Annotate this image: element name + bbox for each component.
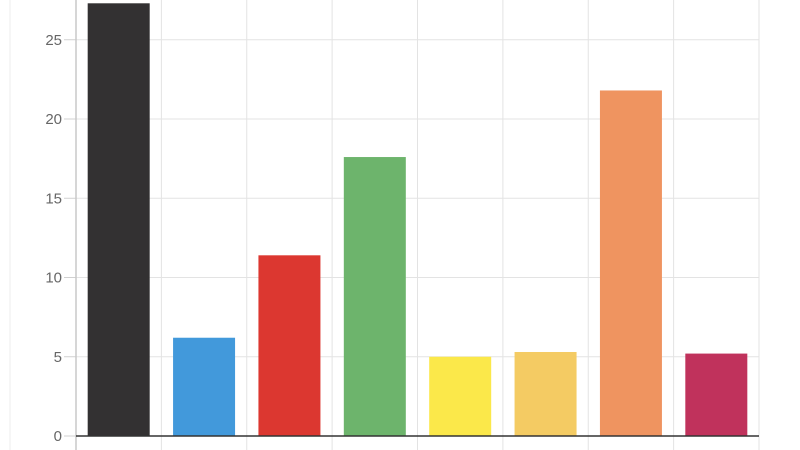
y-tick-label: 25	[45, 32, 62, 49]
y-tick-label: 5	[54, 349, 62, 366]
y-tick-label: 20	[45, 111, 62, 128]
bar	[685, 353, 748, 436]
bars	[87, 3, 748, 437]
bar	[429, 356, 492, 436]
bar	[87, 3, 150, 436]
bar	[173, 337, 236, 436]
y-axis: 0 5 10 15 20 25	[45, 32, 76, 445]
y-tick-label: 0	[54, 428, 62, 445]
bar	[599, 90, 662, 436]
y-tick-label: 15	[45, 190, 62, 207]
axes	[75, 0, 759, 450]
bar	[343, 157, 406, 437]
bar	[258, 255, 321, 436]
bar	[514, 351, 577, 436]
y-tick-label: 10	[45, 270, 62, 287]
